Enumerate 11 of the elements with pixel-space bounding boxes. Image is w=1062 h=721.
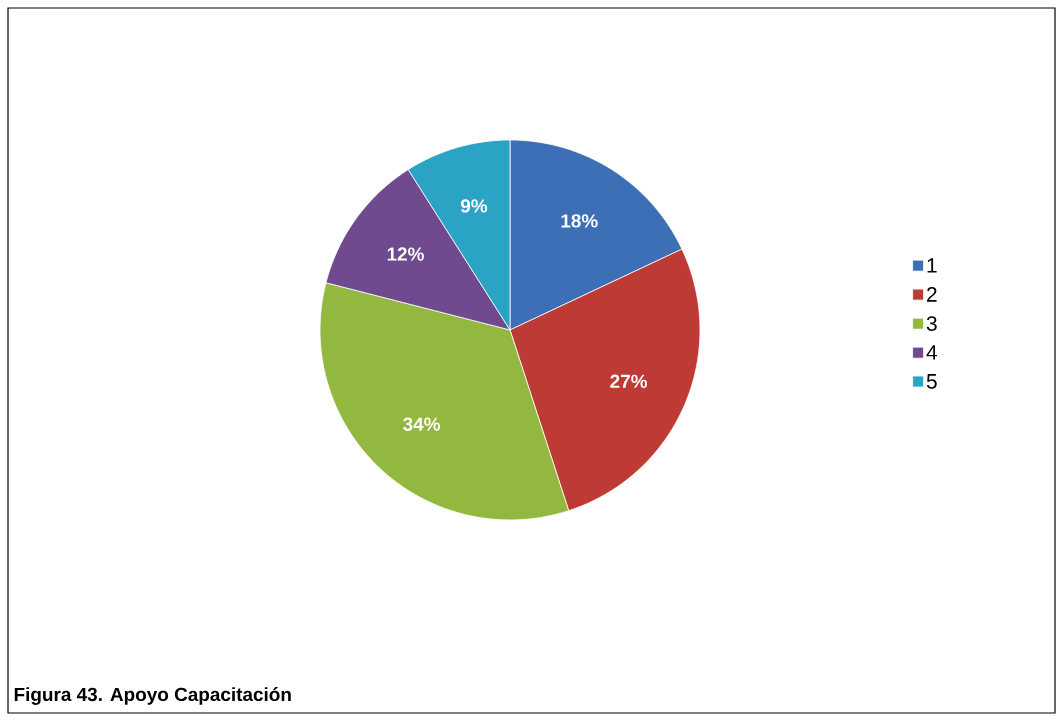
legend-label: 5 [926, 374, 937, 389]
legend-label: 3 [926, 316, 937, 331]
data-label: 12% [387, 247, 424, 261]
legend-label: 1 [927, 258, 937, 273]
legend-label: 2 [927, 287, 937, 302]
data-label: 9% [460, 199, 488, 213]
data-label: 34% [403, 417, 440, 431]
data-label: 27% [610, 374, 648, 388]
data-label: 18% [561, 214, 598, 228]
text: Figura 43. Apoyo Capacitación [14, 687, 291, 705]
legend-label: 4 [926, 345, 938, 360]
